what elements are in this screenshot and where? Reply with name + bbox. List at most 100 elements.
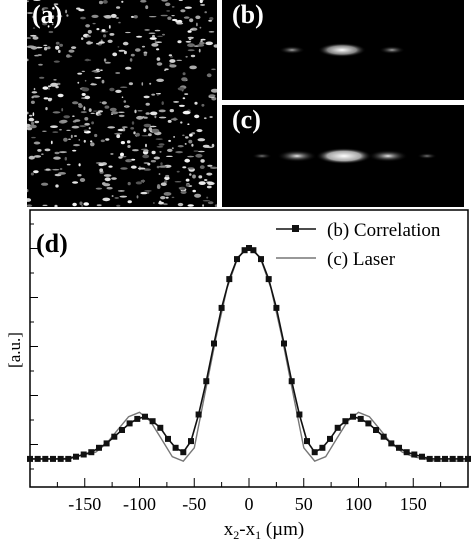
correlation-data-point bbox=[350, 413, 356, 420]
speckle-grain bbox=[173, 136, 176, 138]
speckle-grain bbox=[47, 46, 51, 50]
speckle-grain bbox=[65, 9, 68, 14]
speckle-grain bbox=[182, 97, 186, 100]
speckle-grain bbox=[96, 28, 100, 31]
speckle-grain bbox=[72, 202, 77, 207]
speckle-grain bbox=[55, 45, 60, 50]
speckle-grain bbox=[72, 101, 79, 105]
speckle-grain bbox=[152, 34, 155, 38]
speckle-grain bbox=[109, 87, 115, 92]
speckle-grain bbox=[206, 73, 212, 78]
speckle-grain bbox=[91, 70, 98, 73]
speckle-grain bbox=[160, 14, 168, 17]
speckle-grain bbox=[84, 95, 91, 100]
legend-marker-correlation bbox=[292, 225, 299, 232]
speckle-grain bbox=[185, 40, 192, 43]
speckle-grain bbox=[183, 79, 187, 82]
speckle-grain bbox=[80, 16, 86, 20]
speckle-grain bbox=[145, 143, 147, 148]
speckle-grain bbox=[155, 138, 163, 140]
speckle-grain bbox=[202, 204, 205, 207]
correlation-data-point bbox=[319, 444, 326, 451]
speckle-grain bbox=[177, 202, 184, 207]
speckle-grain bbox=[133, 131, 136, 135]
panel-a-label: (a) bbox=[32, 0, 63, 29]
correlation-data-point bbox=[111, 433, 118, 440]
x-tick-label: -150 bbox=[68, 494, 101, 514]
speckle-grain bbox=[189, 133, 193, 137]
speckle-grain bbox=[208, 19, 213, 22]
speckle-grain bbox=[125, 31, 131, 34]
outer-fringe-right bbox=[417, 153, 437, 159]
speckle-grain bbox=[86, 41, 92, 45]
speckle-grain bbox=[206, 185, 212, 189]
speckle-grain bbox=[104, 14, 112, 19]
speckle-grain bbox=[78, 8, 85, 12]
correlation-data-point bbox=[396, 444, 402, 451]
speckle-grain bbox=[182, 72, 186, 76]
speckle-grain bbox=[178, 104, 185, 107]
speckle-grain bbox=[187, 155, 195, 158]
speckle-grain bbox=[123, 100, 127, 103]
speckle-grain bbox=[98, 163, 105, 167]
speckle-grain bbox=[166, 10, 171, 12]
speckle-grain bbox=[162, 33, 165, 36]
speckle-grain bbox=[52, 111, 61, 114]
speckle-grain bbox=[79, 178, 86, 182]
speckle-grain bbox=[100, 139, 105, 143]
correlation-data-point bbox=[380, 433, 387, 440]
speckle-grain bbox=[84, 59, 92, 61]
speckle-grain bbox=[44, 148, 51, 152]
speckle-grain bbox=[127, 145, 131, 148]
speckle-grain bbox=[130, 127, 135, 130]
speckle-grain bbox=[173, 101, 180, 103]
speckle-grain bbox=[155, 41, 163, 43]
speckle-grain bbox=[156, 48, 160, 51]
speckle-grain bbox=[47, 85, 52, 87]
speckle-grain bbox=[48, 30, 54, 34]
speckle-grain bbox=[164, 176, 170, 181]
speckle-grain bbox=[145, 5, 149, 10]
speckle-grain bbox=[147, 162, 151, 166]
speckle-grain bbox=[167, 16, 172, 20]
speckle-grain bbox=[149, 125, 157, 128]
speckle-grain bbox=[43, 97, 49, 100]
speckle-grain bbox=[175, 151, 184, 154]
speckle-grain bbox=[111, 195, 114, 197]
speckle-grain bbox=[34, 120, 40, 124]
speckle-grain bbox=[187, 204, 194, 207]
speckle-grain bbox=[119, 195, 128, 198]
speckle-grain bbox=[55, 184, 59, 188]
speckle-grain bbox=[165, 155, 173, 157]
speckle-grain bbox=[84, 117, 89, 121]
speckle-grain bbox=[207, 201, 214, 205]
speckle-grain bbox=[184, 93, 189, 95]
correlation-data-point bbox=[434, 455, 441, 462]
speckle-grain bbox=[165, 174, 170, 178]
speckle-grain bbox=[120, 152, 124, 157]
correlation-data-point bbox=[342, 418, 349, 425]
speckle-grain bbox=[53, 3, 59, 6]
speckle-grain bbox=[149, 37, 157, 40]
correlation-data-point bbox=[304, 438, 310, 445]
speckle-grain bbox=[118, 156, 123, 159]
speckle-grain bbox=[171, 147, 174, 150]
speckle-grain bbox=[42, 130, 47, 132]
speckle-grain bbox=[198, 175, 203, 179]
speckle-grain bbox=[189, 18, 194, 23]
speckle-grain bbox=[44, 46, 48, 51]
speckle-grain bbox=[99, 101, 102, 104]
speckle-grain bbox=[128, 159, 132, 162]
speckle-grain bbox=[104, 61, 111, 64]
speckle-grain bbox=[50, 125, 58, 128]
speckle-grain bbox=[121, 96, 124, 98]
speckle-grain bbox=[50, 82, 58, 87]
speckle-grain bbox=[56, 14, 63, 18]
speckle-grain bbox=[160, 182, 167, 186]
speckle-grain bbox=[81, 93, 86, 96]
speckle-grain bbox=[83, 129, 88, 132]
correlation-data-point bbox=[457, 455, 464, 462]
speckle-grain bbox=[39, 76, 45, 79]
speckle-grain bbox=[171, 15, 175, 17]
correlation-data-point bbox=[250, 247, 257, 254]
